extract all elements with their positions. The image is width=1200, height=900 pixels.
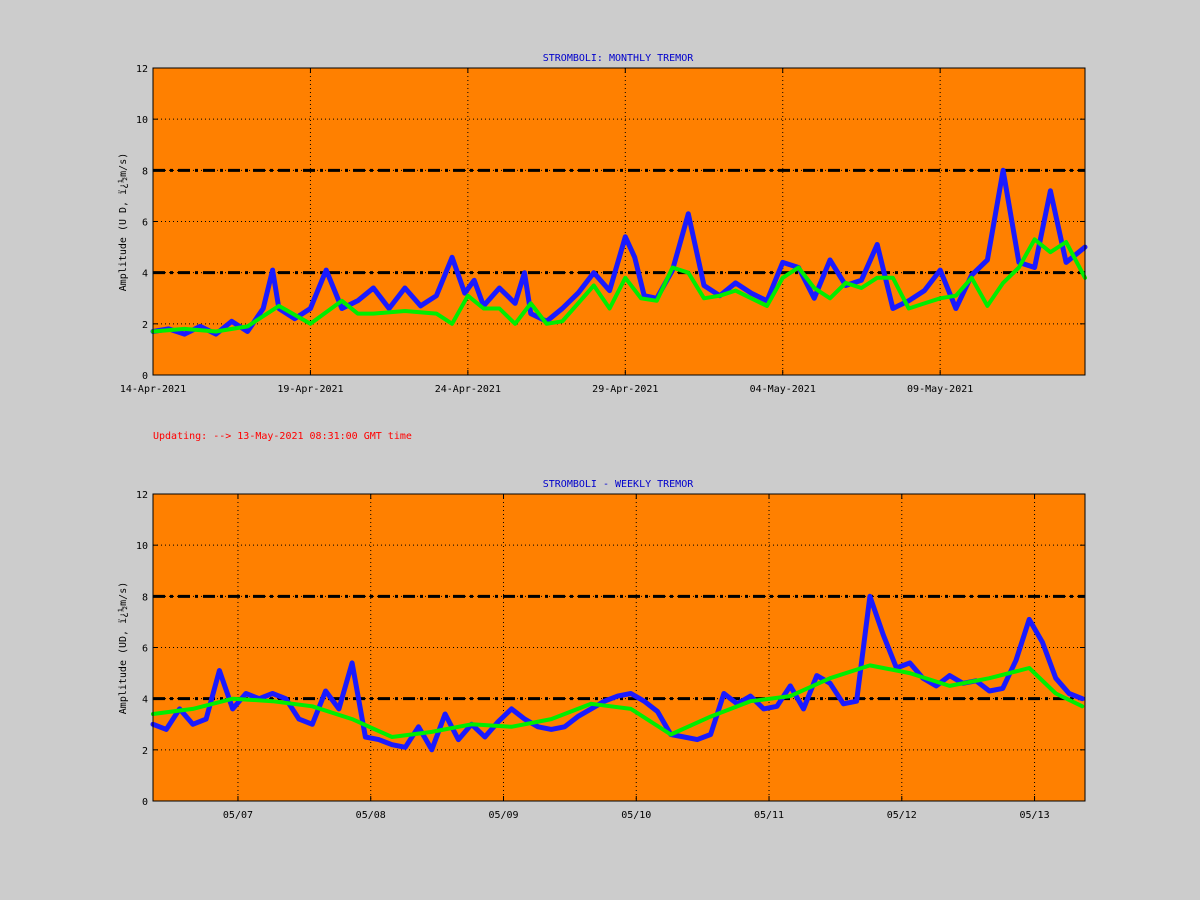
- monthly-y-tick-label: 2: [142, 320, 148, 331]
- weekly-y-tick-label: 2: [142, 746, 148, 757]
- weekly-x-tick-label: 05/10: [621, 810, 651, 821]
- weekly-y-tick-label: 8: [142, 592, 148, 603]
- weekly-y-tick-label: 0: [142, 797, 148, 808]
- monthly-x-tick-label: 14-Apr-2021: [120, 384, 186, 395]
- monthly-chart-title: STROMBOLI: MONTHLY TREMOR: [543, 53, 694, 64]
- weekly-x-tick-label: 05/13: [1019, 810, 1049, 821]
- monthly-x-tick-label: 24-Apr-2021: [435, 384, 501, 395]
- weekly-y-tick-label: 4: [142, 695, 148, 706]
- monthly-x-tick-label: 29-Apr-2021: [592, 384, 658, 395]
- monthly-plot-frame: [152, 67, 1086, 376]
- monthly-x-tick-label: 04-May-2021: [750, 384, 816, 395]
- monthly-y-tick-label: 8: [142, 166, 148, 177]
- weekly-y-tick-label: 10: [136, 541, 148, 552]
- weekly-x-tick-label: 05/07: [223, 810, 253, 821]
- monthly-y-tick-label: 10: [136, 115, 148, 126]
- monthly-tremor-chart: STROMBOLI: MONTHLY TREMOR Amplitude (U D…: [117, 53, 1088, 395]
- monthly-x-tick-label: 19-Apr-2021: [277, 384, 343, 395]
- weekly-chart-title: STROMBOLI - WEEKLY TREMOR: [543, 479, 694, 490]
- monthly-y-tick-label: 12: [136, 64, 148, 75]
- monthly-y-tick-label: 4: [142, 269, 148, 280]
- weekly-x-tick-label: 05/11: [754, 810, 784, 821]
- monthly-smoothed-amplitude-series: [151, 237, 1087, 334]
- weekly-x-tick-label: 05/12: [887, 810, 917, 821]
- monthly-y-tick-label: 0: [142, 371, 148, 382]
- monthly-raw-amplitude-series: [150, 167, 1088, 337]
- weekly-y-tick-label: 6: [142, 644, 148, 655]
- monthly-y-axis-label: Amplitude (U D, ï¿½m/s): [117, 153, 129, 291]
- monthly-y-tick-label: 6: [142, 218, 148, 229]
- monthly-x-tick-label: 09-May-2021: [907, 384, 973, 395]
- weekly-x-tick-label: 05/08: [356, 810, 386, 821]
- weekly-y-tick-label: 12: [136, 490, 148, 501]
- update-status-text: Updating: --> 13-May-2021 08:31:00 GMT t…: [153, 431, 412, 442]
- weekly-x-tick-label: 05/09: [488, 810, 518, 821]
- weekly-plot-frame: [152, 493, 1086, 802]
- weekly-tremor-chart: STROMBOLI - WEEKLY TREMOR Amplitude (UD,…: [117, 479, 1086, 821]
- weekly-smoothed-amplitude-series: [151, 663, 1085, 739]
- weekly-y-axis-label: Amplitude (UD, ï¿½m/s): [117, 582, 129, 714]
